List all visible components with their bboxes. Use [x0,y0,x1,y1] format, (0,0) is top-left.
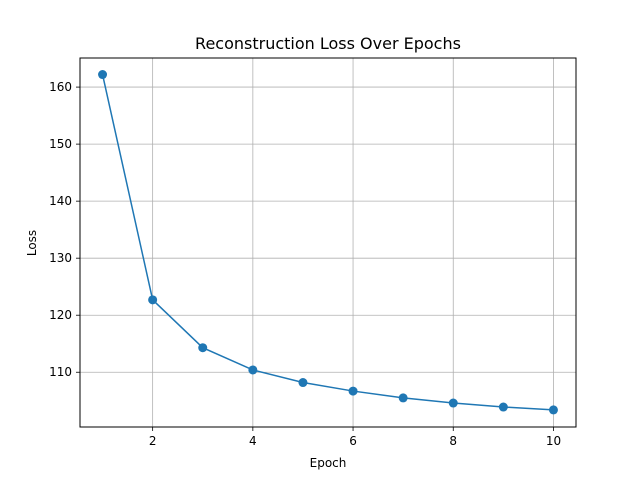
x-tick-label: 2 [149,434,157,448]
y-tick-label: 130 [49,251,72,265]
x-tick-label: 4 [249,434,257,448]
y-axis-title: Loss [25,230,39,256]
x-tick-label: 10 [546,434,561,448]
chart-title: Reconstruction Loss Over Epochs [195,34,461,53]
x-tick-label: 6 [349,434,357,448]
x-tick-label: 8 [449,434,457,448]
y-tick-label: 120 [49,308,72,322]
data-point [448,398,458,408]
loss-line [101,74,554,411]
y-tick-label: 110 [49,365,72,379]
data-point [248,365,258,375]
y-tick-label: 160 [49,80,72,94]
data-point [298,378,308,388]
data-point [98,70,108,80]
data-point [348,386,358,396]
data-point [548,405,558,415]
axis-ticks: 2 4 6 8 10 110 120 130 140 150 160 [49,80,561,448]
plot-frame [79,57,577,428]
y-tick-label: 150 [49,137,72,151]
data-point [398,393,408,403]
data-point [148,295,158,305]
y-tick-label: 140 [49,194,72,208]
data-point [498,402,508,412]
grid [80,58,576,427]
x-axis-title: Epoch [310,456,347,470]
data-point [198,343,208,353]
series-loss [98,70,558,415]
